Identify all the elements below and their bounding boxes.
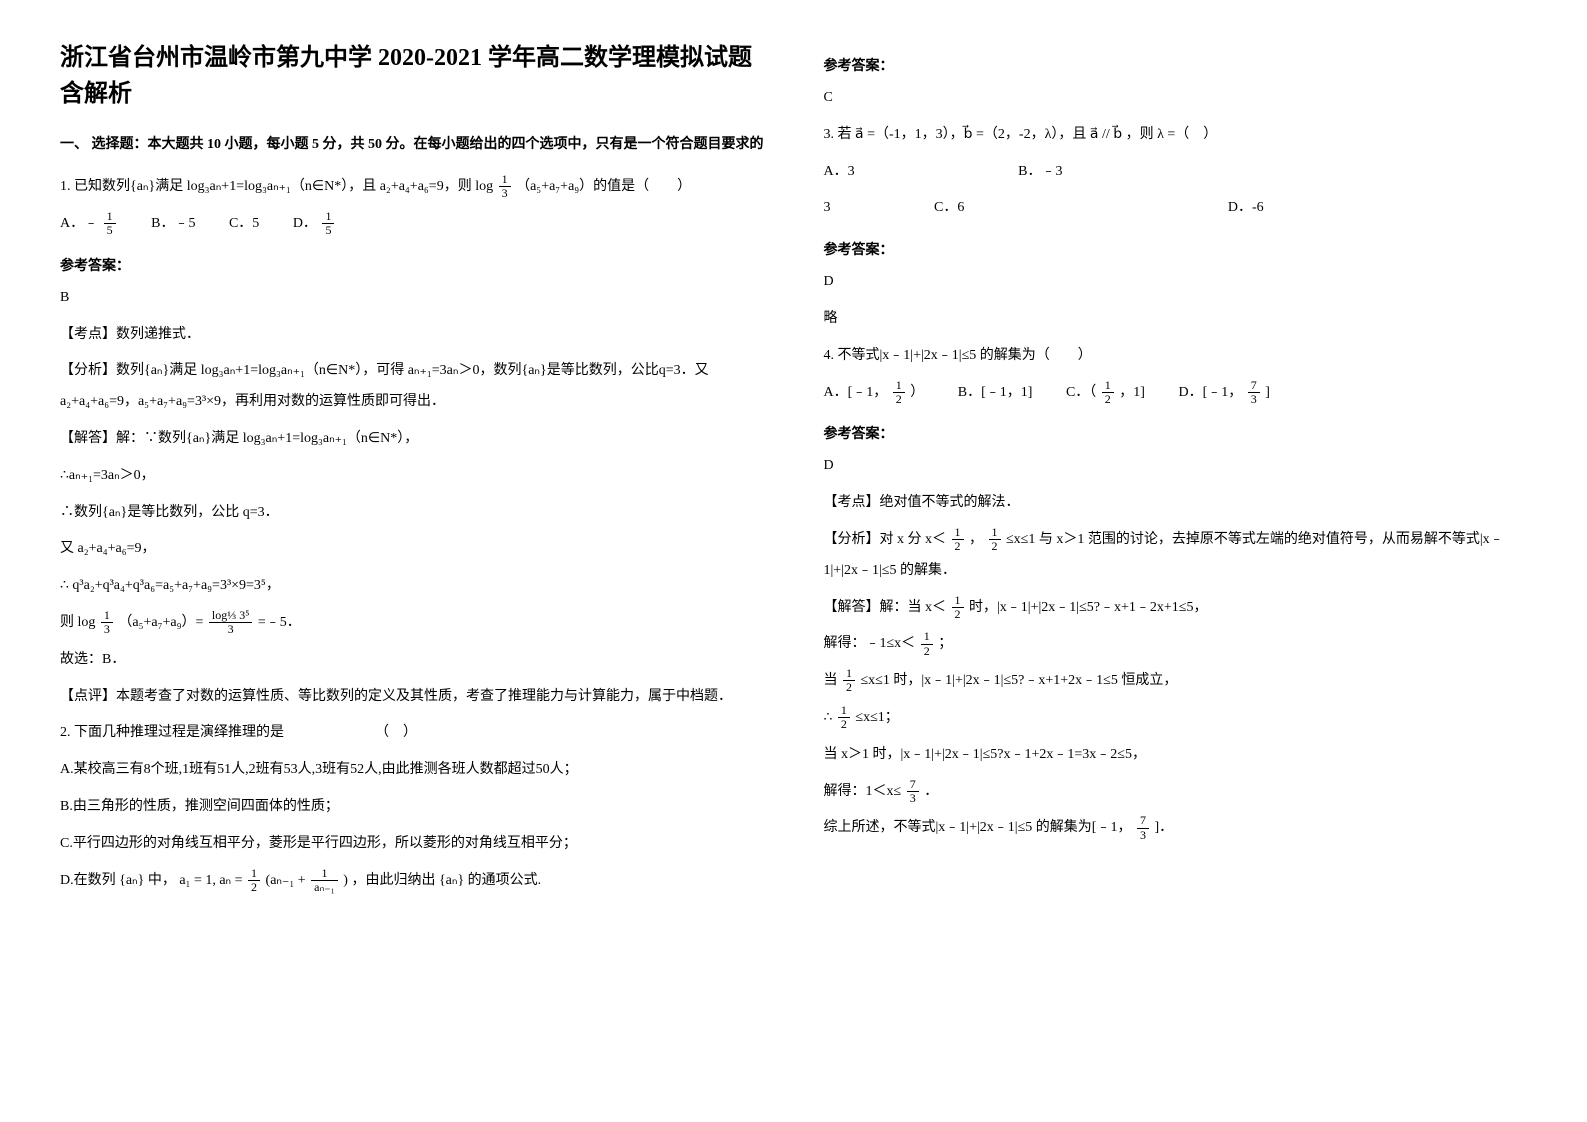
fraction-icon: 73 [1137, 814, 1149, 841]
q3-options-row1: A．3 B．﹣3 [824, 157, 1528, 188]
q1-solve-3: ∴数列{aₙ}是等比数列，公比 q=3． [60, 498, 764, 529]
q4-opt-c: C．（ 12 ，1] [1066, 378, 1145, 409]
fraction-icon: log⅓ 3⁵3 [209, 609, 253, 636]
q4-solve-4: ∴ 12 ≤x≤1； [824, 703, 1528, 734]
q1-solve-4: 又 a₂+a₄+a₆=9， [60, 534, 764, 565]
q3-opt-d: D．-6 [1228, 193, 1264, 224]
q4-opt-a: A．[﹣1， 12 ） [824, 378, 925, 409]
page-container: 浙江省台州市温岭市第九中学 2020-2021 学年高二数学理模拟试题含解析 一… [60, 40, 1527, 902]
fraction-icon: 13 [499, 173, 511, 200]
fraction-icon: 12 [843, 667, 855, 694]
q2-opt-a: A.某校高三有8个班,1班有51人,2班有53人,3班有52人,由此推测各班人数… [60, 755, 764, 786]
q4-solve-5: 当 x＞1 时，|x﹣1|+|2x﹣1|≤5?x﹣1+2x﹣1=3x﹣2≤5， [824, 740, 1528, 771]
q2-answer: C [824, 83, 1528, 114]
q3-note: 略 [824, 304, 1528, 335]
question-4: 4. 不等式|x﹣1|+|2x﹣1|≤5 的解集为（ ） [824, 341, 1528, 372]
q1-solve-2: ∴aₙ₊₁=3aₙ＞0， [60, 461, 764, 492]
q2-answer-label: 参考答案： [824, 55, 1528, 75]
fraction-icon: 15 [104, 210, 116, 237]
q1-point: 【考点】数列递推式． [60, 320, 764, 351]
fraction-icon: 12 [989, 526, 1001, 553]
fraction-icon: 73 [1248, 379, 1260, 406]
q1-solve-6: 则 log 13 （a₅+a₇+a₉）= log⅓ 3⁵3 =﹣5． [60, 608, 764, 639]
q4-solve-6: 解得：1＜x≤ 73 ． [824, 777, 1528, 808]
q4-opt-b: B．[﹣1，1] [958, 378, 1033, 409]
q1-solve-1: 【解答】解：∵数列{aₙ}满足 log₃aₙ+1=log₃aₙ₊₁（n∈N*）， [60, 424, 764, 455]
q4-answer: D [824, 451, 1528, 482]
fraction-icon: 15 [322, 210, 334, 237]
q1-analysis: 【分析】数列{aₙ}满足 log₃aₙ+1=log₃aₙ₊₁（n∈N*），可得 … [60, 356, 764, 418]
right-column: 参考答案： C 3. 若 a⃗ =（-1，1，3），b⃗ =（2，-2，λ），且… [824, 40, 1528, 902]
q4-conclusion: 综上所述，不等式|x﹣1|+|2x﹣1|≤5 的解集为[﹣1， 73 ]． [824, 813, 1528, 844]
section-1-heading: 一、 选择题：本大题共 10 小题，每小题 5 分，共 50 分。在每小题给出的… [60, 132, 764, 157]
fraction-icon: 12 [952, 526, 964, 553]
q3-opt-a: A．3 [824, 157, 855, 188]
q2-opt-c: C.平行四边形的对角线互相平分，菱形是平行四边形，所以菱形的对角线互相平分； [60, 829, 764, 860]
document-title: 浙江省台州市温岭市第九中学 2020-2021 学年高二数学理模拟试题含解析 [60, 40, 764, 112]
q2-opt-d: D.在数列 {aₙ} 中， a₁ = 1, aₙ = 12 (aₙ₋₁ + 1a… [60, 866, 764, 897]
fraction-icon: 12 [952, 594, 964, 621]
q1-answer: B [60, 283, 764, 314]
q1-opt-c: C．5 [229, 209, 259, 240]
fraction-icon: 1aₙ₋₁ [311, 867, 338, 894]
q1-answer-label: 参考答案： [60, 255, 764, 275]
q3-answer: D [824, 267, 1528, 298]
q3-opt-b2: 3 [824, 193, 831, 224]
q2-opt-b: B.由三角形的性质，推测空间四面体的性质； [60, 792, 764, 823]
q3-options-row2: 3 C．6 D．-6 [824, 193, 1528, 224]
q4-opt-d: D．[﹣1， 73 ] [1178, 378, 1269, 409]
question-3: 3. 若 a⃗ =（-1，1，3），b⃗ =（2，-2，λ），且 a⃗ // b… [824, 120, 1528, 151]
q4-solve-2: 解得：﹣1≤x＜ 12 ； [824, 629, 1528, 660]
fraction-icon: 12 [248, 867, 260, 894]
q1-opt-d: D． 15 [293, 209, 337, 240]
q1-options: A．﹣ 15 B．﹣5 C．5 D． 15 [60, 209, 764, 240]
q3-opt-c: C．6 [934, 193, 964, 224]
q1-opt-b: B．﹣5 [151, 209, 195, 240]
q4-answer-label: 参考答案： [824, 423, 1528, 443]
q3-opt-b: B．﹣3 [1018, 157, 1062, 188]
question-1: 1. 已知数列{aₙ}满足 log₃aₙ+1=log₃aₙ₊₁（n∈N*），且 … [60, 172, 764, 203]
fraction-icon: 12 [838, 704, 850, 731]
q1-solve-5: ∴ q³a₂+q³a₄+q³a₆=a₅+a₇+a₉=3³×9=3⁵， [60, 571, 764, 602]
q4-options: A．[﹣1， 12 ） B．[﹣1，1] C．（ 12 ，1] D．[﹣1， 7… [824, 378, 1528, 409]
fraction-icon: 12 [893, 379, 905, 406]
q4-point: 【考点】绝对值不等式的解法． [824, 488, 1528, 519]
fraction-icon: 73 [907, 778, 919, 805]
fraction-icon: 13 [101, 609, 113, 636]
fraction-icon: 12 [1102, 379, 1114, 406]
q1-comment: 【点评】本题考查了对数的运算性质、等比数列的定义及其性质，考查了推理能力与计算能… [60, 682, 764, 713]
q3-answer-label: 参考答案： [824, 239, 1528, 259]
question-2: 2. 下面几种推理过程是演绎推理的是 （ ） [60, 718, 764, 749]
q1-solve-7: 故选：B． [60, 645, 764, 676]
q1-stem-a: 1. 已知数列{aₙ}满足 log₃aₙ+1=log₃aₙ₊₁（n∈N*），且 … [60, 179, 497, 194]
left-column: 浙江省台州市温岭市第九中学 2020-2021 学年高二数学理模拟试题含解析 一… [60, 40, 764, 902]
fraction-icon: 12 [921, 630, 933, 657]
q1-opt-a: A．﹣ 15 [60, 209, 118, 240]
q4-analysis: 【分析】对 x 分 x＜ 12 ， 12 ≤x≤1 与 x＞1 范围的讨论，去掉… [824, 525, 1528, 587]
q4-solve-1: 【解答】解：当 x＜ 12 时，|x﹣1|+|2x﹣1|≤5?﹣x+1﹣2x+1… [824, 593, 1528, 624]
q1-stem-b: （a₅+a₇+a₉）的值是（ ） [516, 179, 691, 194]
q4-solve-3: 当 12 ≤x≤1 时，|x﹣1|+|2x﹣1|≤5?﹣x+1+2x﹣1≤5 恒… [824, 666, 1528, 697]
